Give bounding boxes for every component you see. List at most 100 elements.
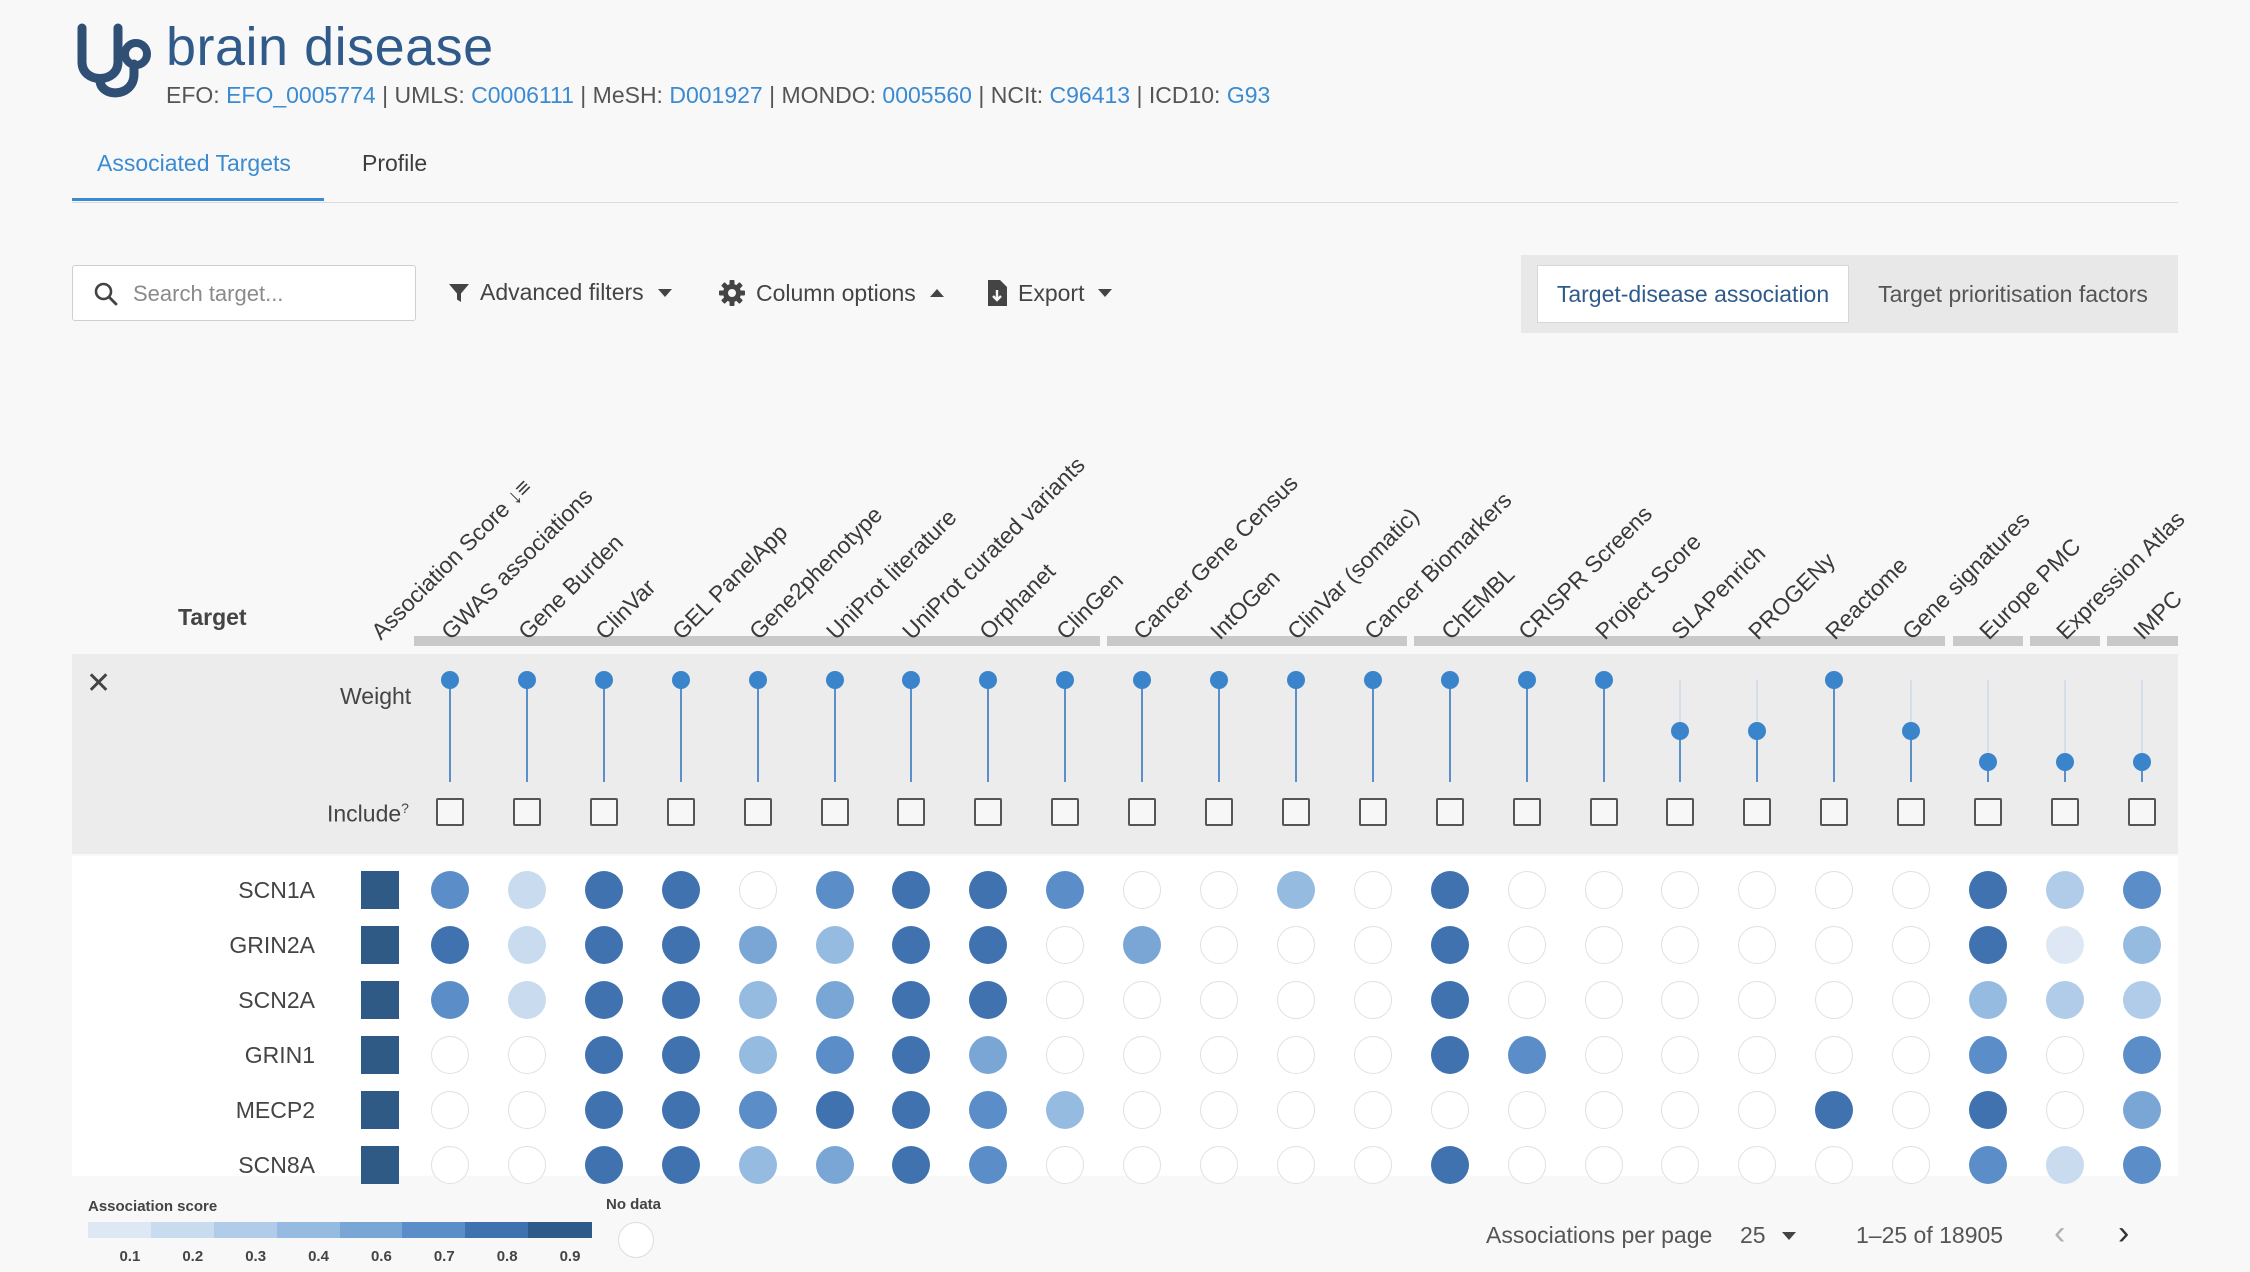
datasource-score-cell[interactable] [1584, 926, 1623, 964]
datasource-score-cell[interactable] [738, 1146, 777, 1184]
weight-slider-handle[interactable] [2132, 752, 2151, 771]
datasource-score-cell[interactable] [2122, 1036, 2161, 1074]
datasource-score-cell[interactable] [1892, 1036, 1931, 1074]
datasource-score-cell[interactable] [1815, 926, 1854, 964]
datasource-score-cell[interactable] [1276, 926, 1315, 964]
datasource-score-cell[interactable] [738, 1091, 777, 1129]
datasource-score-cell[interactable] [1815, 1036, 1854, 1074]
include-checkbox[interactable] [897, 798, 926, 826]
datasource-score-cell[interactable] [2045, 926, 2084, 964]
datasource-score-cell[interactable] [431, 1091, 469, 1129]
datasource-score-cell[interactable] [1892, 1091, 1931, 1129]
datasource-score-cell[interactable] [584, 981, 623, 1019]
datasource-score-cell[interactable] [2122, 926, 2161, 964]
datasource-score-cell[interactable] [507, 926, 546, 964]
include-checkbox[interactable] [820, 798, 849, 826]
datasource-score-cell[interactable] [1507, 981, 1546, 1019]
xref-link-mondo[interactable]: 0005560 [882, 82, 972, 108]
datasource-score-cell[interactable] [1200, 1036, 1238, 1074]
datasource-score-cell[interactable] [1276, 1146, 1315, 1184]
datasource-score-cell[interactable] [1507, 1036, 1546, 1074]
datasource-score-cell[interactable] [1353, 981, 1392, 1019]
weight-slider-handle[interactable] [979, 671, 998, 689]
weight-slider-handle[interactable] [748, 671, 767, 689]
datasource-score-cell[interactable] [1969, 871, 2007, 909]
target-prioritisation-factors-toggle[interactable]: Target prioritisation factors [1878, 280, 2148, 307]
datasource-score-cell[interactable] [1046, 1036, 1085, 1074]
datasource-score-cell[interactable] [738, 926, 777, 964]
datasource-score-cell[interactable] [2122, 981, 2161, 1019]
datasource-score-cell[interactable] [1276, 1036, 1315, 1074]
datasource-score-cell[interactable] [2045, 1146, 2084, 1184]
datasource-score-cell[interactable] [1738, 1091, 1777, 1129]
xref-link-efo[interactable]: EFO_0005774 [226, 82, 376, 108]
association-score-cell[interactable] [361, 1036, 399, 1074]
datasource-score-cell[interactable] [1123, 981, 1162, 1019]
weight-slider-handle[interactable] [1825, 671, 1844, 689]
datasource-score-cell[interactable] [431, 871, 469, 909]
column-options-button[interactable]: Column options [718, 279, 944, 307]
association-score-cell[interactable] [361, 1146, 399, 1184]
association-score-cell[interactable] [361, 1091, 399, 1129]
datasource-score-cell[interactable] [738, 981, 777, 1019]
search-input[interactable] [131, 276, 405, 312]
datasource-score-cell[interactable] [1507, 926, 1546, 964]
datasource-score-cell[interactable] [431, 1036, 469, 1074]
association-score-cell[interactable] [361, 981, 399, 1019]
datasource-score-cell[interactable] [892, 981, 931, 1019]
datasource-score-cell[interactable] [1969, 1036, 2007, 1074]
include-checkbox[interactable] [1128, 798, 1157, 826]
datasource-score-cell[interactable] [969, 1091, 1008, 1129]
datasource-score-cell[interactable] [584, 1146, 623, 1184]
datasource-score-cell[interactable] [1584, 981, 1623, 1019]
datasource-score-cell[interactable] [892, 926, 931, 964]
target-name[interactable]: MECP2 [235, 1097, 315, 1123]
include-checkbox[interactable] [974, 798, 1003, 826]
datasource-score-cell[interactable] [1738, 926, 1777, 964]
datasource-score-cell[interactable] [892, 871, 931, 909]
previous-page-icon[interactable]: ‹ [2054, 1214, 2066, 1252]
datasource-score-cell[interactable] [1661, 871, 1700, 909]
datasource-score-cell[interactable] [1815, 1146, 1854, 1184]
datasource-score-cell[interactable] [1969, 926, 2007, 964]
datasource-score-cell[interactable] [507, 871, 546, 909]
datasource-score-cell[interactable] [1815, 871, 1854, 909]
datasource-score-cell[interactable] [1507, 1146, 1546, 1184]
datasource-score-cell[interactable] [1046, 1091, 1085, 1129]
datasource-score-cell[interactable] [1200, 926, 1238, 964]
datasource-score-cell[interactable] [815, 871, 854, 909]
datasource-score-cell[interactable] [431, 926, 469, 964]
weight-slider-handle[interactable] [902, 671, 921, 689]
include-checkbox[interactable] [1435, 798, 1464, 826]
datasource-score-cell[interactable] [1661, 981, 1700, 1019]
include-checkbox[interactable] [1205, 798, 1233, 826]
include-checkbox[interactable] [1666, 798, 1695, 826]
datasource-score-cell[interactable] [584, 1091, 623, 1129]
datasource-score-cell[interactable] [584, 871, 623, 909]
datasource-score-cell[interactable] [1276, 981, 1315, 1019]
datasource-score-cell[interactable] [1661, 926, 1700, 964]
weight-slider-handle[interactable] [1671, 722, 1690, 740]
search-box[interactable] [72, 265, 416, 321]
datasource-score-cell[interactable] [1430, 981, 1469, 1019]
datasource-score-cell[interactable] [815, 981, 854, 1019]
datasource-score-cell[interactable] [969, 981, 1008, 1019]
datasource-score-cell[interactable] [661, 871, 700, 909]
datasource-score-cell[interactable] [1969, 1091, 2007, 1129]
datasource-score-cell[interactable] [1123, 1091, 1162, 1129]
datasource-score-cell[interactable] [1430, 926, 1469, 964]
datasource-score-cell[interactable] [661, 1146, 700, 1184]
datasource-score-cell[interactable] [584, 1036, 623, 1074]
association-score-cell[interactable] [361, 871, 399, 909]
datasource-score-cell[interactable] [1046, 981, 1085, 1019]
datasource-score-cell[interactable] [2045, 1091, 2084, 1129]
include-checkbox[interactable] [1051, 798, 1080, 826]
datasource-score-cell[interactable] [1738, 1146, 1777, 1184]
include-checkbox[interactable] [1589, 798, 1618, 826]
datasource-score-cell[interactable] [661, 1036, 700, 1074]
advanced-filters-button[interactable]: Advanced filters [448, 279, 672, 306]
datasource-score-cell[interactable] [1046, 926, 1085, 964]
datasource-score-cell[interactable] [1353, 926, 1392, 964]
datasource-score-cell[interactable] [1892, 1146, 1931, 1184]
target-name[interactable]: GRIN1 [244, 1042, 315, 1068]
